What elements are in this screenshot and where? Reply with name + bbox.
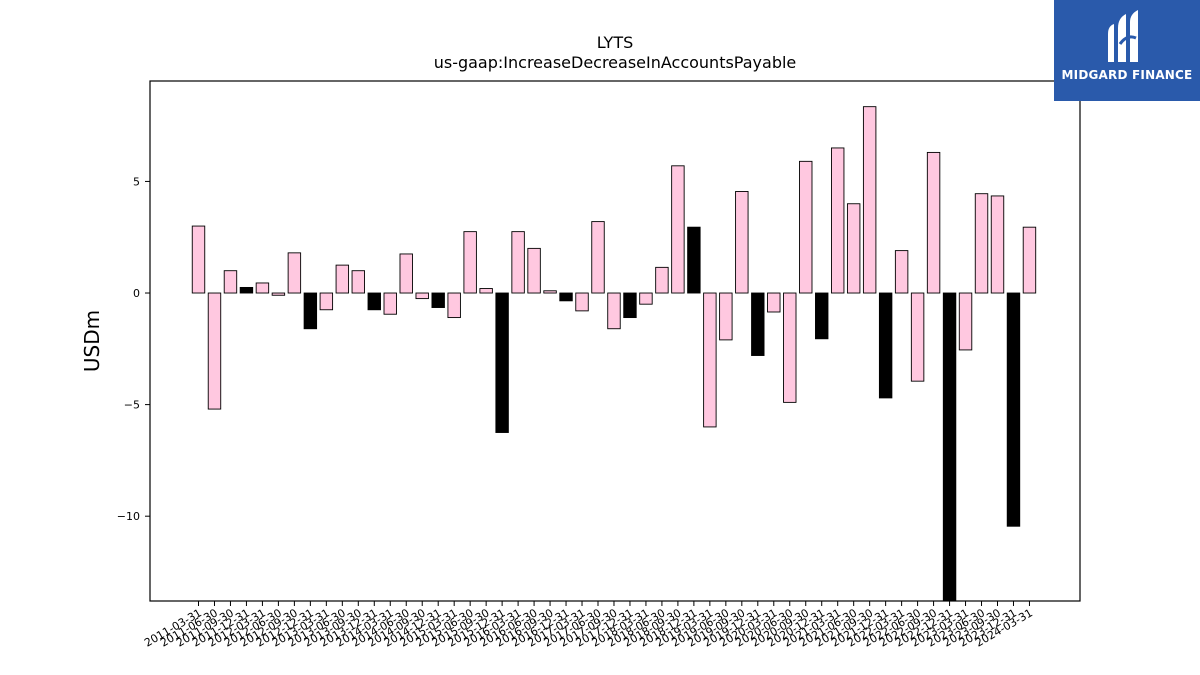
- bar-2022-09-30: [926, 151, 941, 294]
- bar-2017-06-30: [591, 221, 605, 294]
- bar-2011-03-31: [191, 225, 206, 294]
- bar-2014-12-31: [431, 292, 445, 308]
- bar-2020-03-31: [767, 292, 781, 313]
- chart-title: LYTS: [597, 33, 634, 52]
- bar-2016-03-31: [511, 231, 525, 294]
- y-tick-label: 0: [133, 287, 140, 300]
- bar-2020-12-31: [815, 292, 829, 340]
- bar-2018-12-31: [687, 226, 701, 294]
- y-axis: 5 0 −5 −10: [117, 175, 150, 523]
- bars-group: [191, 106, 1037, 602]
- bar-2020-09-30: [799, 160, 813, 294]
- bar-2018-03-31: [639, 292, 653, 305]
- bar-2020-06-30: [783, 292, 797, 403]
- bar-2011-06-30: [207, 292, 222, 410]
- bar-2017-09-30: [607, 292, 621, 330]
- bar-2011-09-30: [223, 270, 238, 294]
- midgard-logo-icon: [1108, 10, 1138, 62]
- logo-text: MIDGARD FINANCE: [1061, 68, 1193, 82]
- bar-2021-12-31: [878, 292, 893, 399]
- bar-2016-09-30: [543, 290, 557, 294]
- bar-2023-06-30: [974, 193, 989, 294]
- bar-2021-09-30: [862, 106, 877, 294]
- bar-2019-09-30: [735, 191, 749, 294]
- bar-2019-12-31: [751, 292, 765, 356]
- bar-2012-03-31: [255, 282, 270, 294]
- y-axis-label: USDm: [80, 310, 104, 372]
- bar-2017-12-31: [623, 292, 637, 319]
- bar-2015-09-30: [479, 288, 493, 294]
- bar-2022-03-31: [894, 250, 909, 294]
- midgard-finance-logo: MIDGARD FINANCE: [1054, 0, 1200, 101]
- bar-2016-06-30: [527, 247, 541, 294]
- bar-2013-09-30: [351, 270, 365, 294]
- bar-2016-12-31: [559, 292, 573, 302]
- bar-2012-06-30: [271, 292, 286, 296]
- bar-2014-09-30: [415, 292, 429, 300]
- bar-2015-06-30: [463, 231, 477, 294]
- bar-2023-03-31: [958, 292, 973, 351]
- bar-2021-03-31: [831, 147, 845, 294]
- bar-2018-09-30: [671, 165, 685, 294]
- bar-2014-06-30: [399, 253, 413, 294]
- bar-2015-12-31: [495, 292, 509, 433]
- bar-2022-06-30: [910, 292, 925, 382]
- y-tick-label: −10: [117, 510, 140, 523]
- bar-2024-03-31: [1022, 226, 1037, 294]
- bar-2013-06-30: [335, 264, 350, 294]
- bar-2019-06-30: [719, 292, 733, 341]
- bar-2013-12-31: [367, 292, 381, 311]
- plot-frame: [149, 80, 1081, 602]
- bar-2012-09-30: [287, 252, 302, 294]
- bar-2014-03-31: [383, 292, 397, 315]
- bar-2022-12-31: [942, 292, 957, 602]
- y-tick-label: 5: [133, 175, 140, 188]
- x-axis: 2011-03-312011-06-302011-09-302011-12-31…: [142, 601, 1035, 650]
- y-tick-label: −5: [124, 399, 140, 412]
- bar-2023-09-30: [990, 195, 1005, 294]
- bar-2018-06-30: [655, 266, 669, 294]
- bar-2015-03-31: [447, 292, 461, 319]
- bar-2023-12-31: [1006, 292, 1021, 527]
- chart-subtitle: us-gaap:IncreaseDecreaseInAccountsPayabl…: [434, 53, 797, 72]
- bar-2017-03-31: [575, 292, 589, 312]
- bar-2011-12-31: [239, 286, 254, 294]
- bar-2021-06-30: [846, 203, 861, 294]
- bar-2019-03-31: [703, 292, 717, 428]
- bar-2012-12-31: [303, 292, 318, 330]
- bar-2013-03-31: [319, 292, 334, 311]
